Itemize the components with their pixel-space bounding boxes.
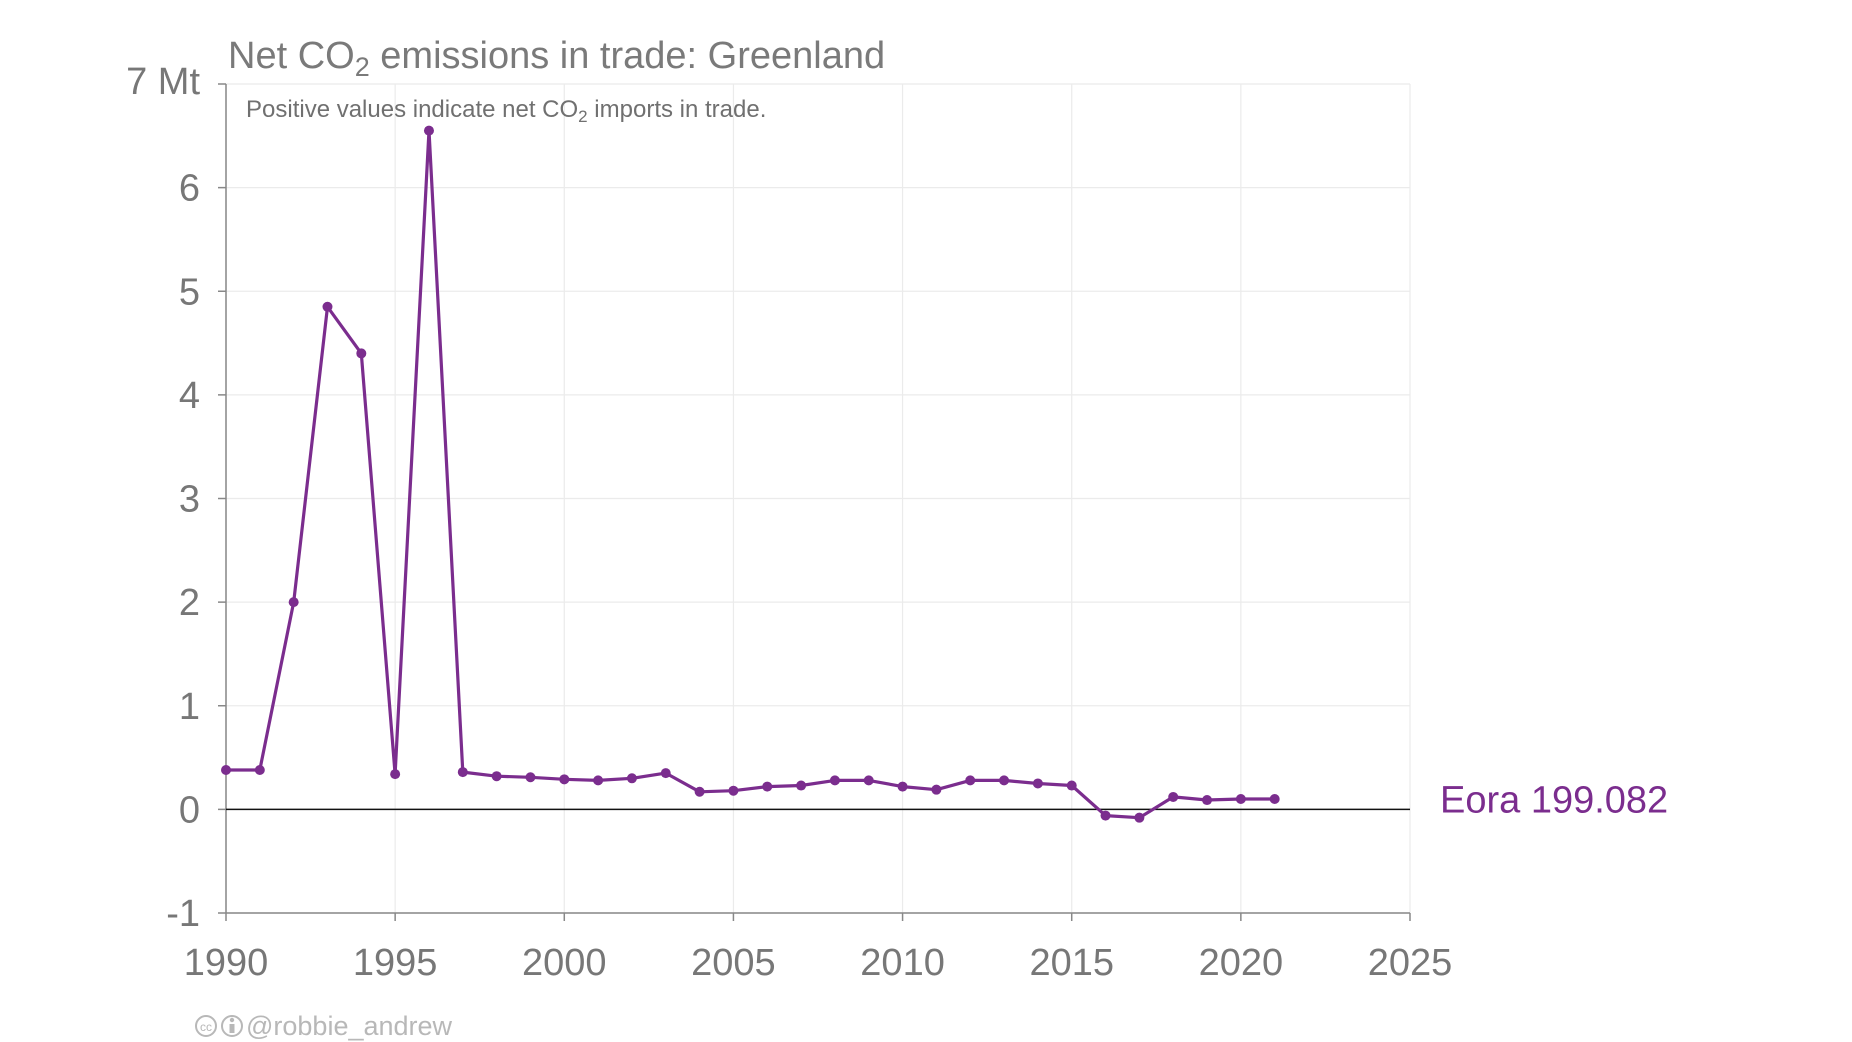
x-tick-label: 2025 xyxy=(1368,942,1453,984)
data-point xyxy=(796,780,807,791)
data-point xyxy=(593,775,604,786)
data-point xyxy=(999,775,1010,786)
data-point xyxy=(221,764,231,775)
x-tick-label: 2015 xyxy=(1029,942,1114,984)
data-point xyxy=(356,348,367,359)
y-tick-label: 5 xyxy=(179,271,200,313)
data-point xyxy=(254,764,265,775)
x-tick-label: 2010 xyxy=(860,942,945,984)
data-point xyxy=(525,772,536,783)
chart-subtitle: Positive values indicate net CO2 imports… xyxy=(246,96,766,126)
series-layer: Eora 199.082 xyxy=(221,125,1668,823)
data-point xyxy=(931,784,942,795)
grid-layer xyxy=(225,83,1411,914)
data-point xyxy=(728,785,739,796)
data-point xyxy=(1032,778,1043,789)
data-point xyxy=(559,774,570,785)
credit-handle: @robbie_andrew xyxy=(246,1011,453,1041)
series-line xyxy=(226,129,1275,820)
data-point xyxy=(694,786,705,797)
data-point xyxy=(762,781,773,792)
data-point xyxy=(1269,794,1280,805)
data-point xyxy=(965,775,976,786)
y-tick-label: 3 xyxy=(179,479,200,521)
data-point xyxy=(423,125,434,136)
cc-by-icons: cc xyxy=(195,1015,243,1037)
data-point xyxy=(1202,795,1213,806)
data-point xyxy=(491,771,502,782)
data-point xyxy=(390,769,401,780)
data-point xyxy=(457,767,468,778)
data-point xyxy=(1235,794,1246,805)
axes xyxy=(218,83,1411,921)
y-tick-label: 1 xyxy=(179,686,200,728)
y-tick-label: 0 xyxy=(179,789,200,831)
y-tick-label: 2 xyxy=(179,582,200,624)
y-tick-label: 6 xyxy=(179,168,200,210)
x-tick-label: 1995 xyxy=(353,942,438,984)
y-tick-label: 4 xyxy=(179,375,200,417)
x-tick-label: 2020 xyxy=(1199,942,1284,984)
chart-title: Net CO2 emissions in trade: Greenland xyxy=(228,35,885,82)
data-point xyxy=(322,301,333,312)
y-unit-label: 7 Mt xyxy=(126,61,200,103)
x-tick-labels: 1990 1995 2000 2005 2010 2015 2020 2025 xyxy=(184,942,1453,984)
data-point xyxy=(288,597,299,608)
x-tick-label: 2000 xyxy=(522,942,607,984)
x-tick-label: 2005 xyxy=(691,942,776,984)
data-point xyxy=(1066,780,1077,791)
data-point xyxy=(897,781,908,792)
credit: cc @robbie_andrew xyxy=(195,1011,453,1041)
data-point xyxy=(829,775,840,786)
data-point xyxy=(1168,791,1179,802)
data-point xyxy=(660,768,671,779)
y-tick-label: -1 xyxy=(166,893,200,935)
svg-text:cc: cc xyxy=(200,1020,212,1034)
y-tick-labels: -1 0 1 2 3 4 5 6 xyxy=(166,168,200,935)
data-point xyxy=(1100,810,1111,821)
data-point xyxy=(1134,812,1145,823)
data-point xyxy=(626,773,637,784)
series-label: Eora 199.082 xyxy=(1440,779,1668,821)
data-point xyxy=(863,775,874,786)
x-tick-label: 1990 xyxy=(184,942,269,984)
